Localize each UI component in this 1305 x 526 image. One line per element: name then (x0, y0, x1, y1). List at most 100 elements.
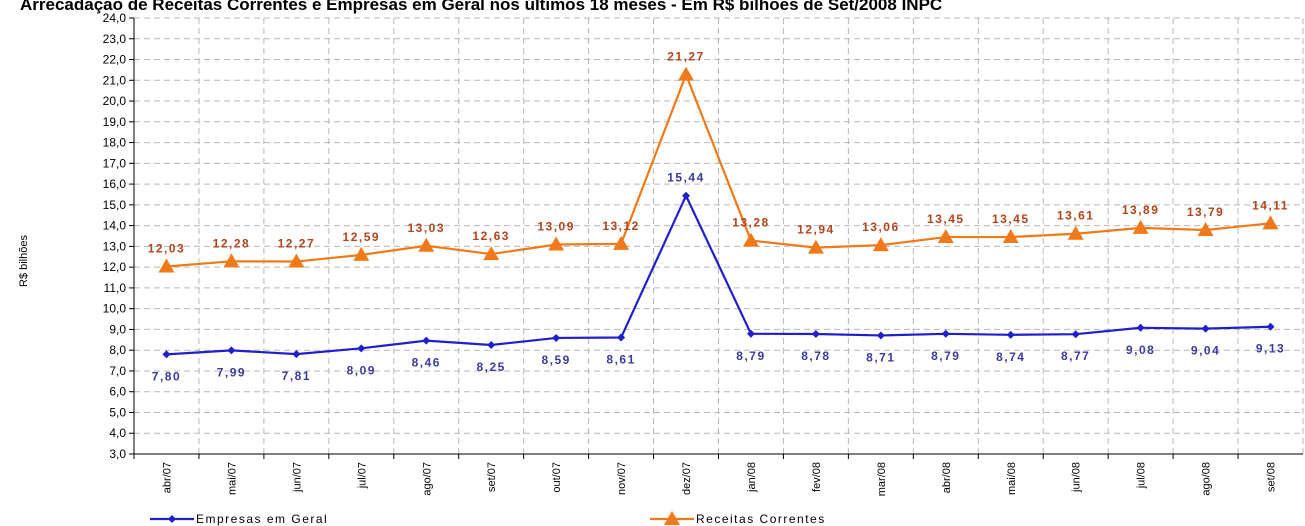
data-point (811, 329, 820, 338)
y-tick-label: 4,0 (109, 426, 126, 440)
data-point (613, 235, 630, 250)
data-point (1136, 323, 1145, 332)
y-tick-label: 9,0 (109, 322, 126, 336)
y-tick-label: 3,0 (109, 447, 126, 461)
data-point (418, 237, 435, 252)
x-tick-label: ago/07 (421, 462, 433, 496)
data-label: 9,13 (1256, 342, 1285, 356)
data-label: 13,61 (1057, 209, 1095, 223)
data-point (223, 253, 240, 268)
x-tick-label: set/08 (1266, 462, 1278, 492)
data-label: 12,94 (797, 223, 835, 237)
data-label: 8,74 (996, 350, 1025, 364)
data-label: 8,71 (866, 350, 895, 364)
legend: Empresas em Geral Receitas Correntes (150, 511, 826, 526)
legend-label: Receitas Correntes (696, 512, 826, 526)
data-label: 8,77 (1061, 349, 1090, 363)
x-tick-label: abr/08 (941, 462, 953, 493)
data-point (1201, 324, 1210, 333)
data-labels: 7,80 7,99 7,81 8,09 8,46 8,25 8,59 8,61 15,44 8,7… (148, 50, 1289, 384)
data-point (292, 350, 301, 359)
data-point (872, 237, 889, 252)
legend-marker (664, 511, 680, 525)
data-point (422, 336, 431, 345)
data-label: 21,27 (667, 50, 705, 64)
series-group (158, 66, 1279, 359)
series-line (166, 193, 1271, 356)
data-point (1266, 322, 1275, 331)
data-label: 8,78 (801, 349, 830, 363)
x-tick-label: mai/08 (1006, 462, 1018, 495)
data-label: 13,79 (1187, 205, 1225, 219)
data-label: 9,08 (1126, 343, 1155, 357)
data-point (1067, 225, 1084, 240)
y-tick-label: 7,0 (109, 364, 126, 378)
x-tick-label: fev/08 (811, 462, 823, 492)
data-label: 13,45 (992, 212, 1030, 226)
legend-label: Empresas em Geral (196, 512, 328, 526)
legend-marker (168, 515, 176, 523)
data-label: 13,06 (862, 220, 900, 234)
x-tick-label: set/07 (486, 462, 498, 492)
data-label: 13,12 (602, 219, 640, 233)
x-tick-label: mai/07 (226, 462, 238, 495)
x-tick-label: jan/08 (746, 462, 758, 493)
y-tick-label: 20,0 (103, 94, 127, 108)
data-label: 8,79 (736, 349, 765, 363)
data-label: 12,03 (148, 242, 186, 256)
y-tick-label: 15,0 (103, 198, 127, 212)
y-tick-label: 16,0 (103, 177, 127, 191)
data-point (937, 229, 954, 244)
data-label: 13,03 (407, 221, 445, 235)
data-label: 9,04 (1191, 344, 1220, 358)
data-point (678, 66, 695, 81)
x-tick-label: jun/08 (1071, 462, 1083, 493)
x-tick-label: jul/07 (356, 462, 368, 489)
y-tick-label: 10,0 (103, 302, 127, 316)
data-label: 12,59 (343, 230, 381, 244)
y-tick-label: 8,0 (109, 343, 126, 357)
x-tick-label: jun/07 (291, 462, 303, 493)
y-tick-label: 21,0 (103, 73, 127, 87)
data-label: 12,28 (213, 236, 251, 250)
data-point (617, 333, 626, 342)
y-tick-label: 23,0 (103, 32, 127, 46)
data-label: 12,27 (278, 237, 316, 251)
series-line (166, 71, 1271, 268)
data-point (483, 246, 500, 261)
chart-title: Arrecadação de Receitas Correntes e Empr… (20, 0, 943, 14)
x-tick-label: dez/07 (681, 462, 693, 495)
y-tick-label: 6,0 (109, 385, 126, 399)
data-label: 7,81 (282, 369, 311, 383)
data-point (162, 350, 171, 359)
data-point (1071, 330, 1080, 339)
x-tick-label: mar/08 (876, 462, 888, 496)
data-point (227, 346, 236, 355)
x-tick-label: nov/07 (616, 462, 628, 495)
data-point (742, 232, 759, 247)
y-tick-label: 5,0 (109, 405, 126, 419)
y-tick-label: 22,0 (103, 53, 127, 67)
axes (129, 17, 1303, 459)
x-tick-label: abr/07 (161, 462, 173, 493)
data-label: 13,89 (1122, 203, 1160, 217)
x-tick-label: jul/08 (1136, 462, 1148, 489)
y-tick-label: 12,0 (103, 260, 127, 274)
x-tick-labels: abr/07 mai/07 jun/07 jul/07 ago/07 set/07 out/… (161, 462, 1277, 496)
y-tick-label: 18,0 (103, 136, 127, 150)
data-point (876, 331, 885, 340)
data-point (158, 258, 175, 273)
data-label: 15,44 (667, 171, 705, 185)
data-label: 12,63 (472, 229, 510, 243)
y-tick-label: 19,0 (103, 115, 127, 129)
data-point (288, 253, 305, 268)
y-tick-label: 11,0 (104, 281, 127, 295)
data-point (1197, 221, 1214, 236)
data-point (746, 329, 755, 338)
data-point (552, 333, 561, 342)
data-label: 8,79 (931, 349, 960, 363)
data-point (941, 329, 950, 338)
data-label: 14,11 (1252, 198, 1289, 212)
data-point (1132, 219, 1149, 234)
